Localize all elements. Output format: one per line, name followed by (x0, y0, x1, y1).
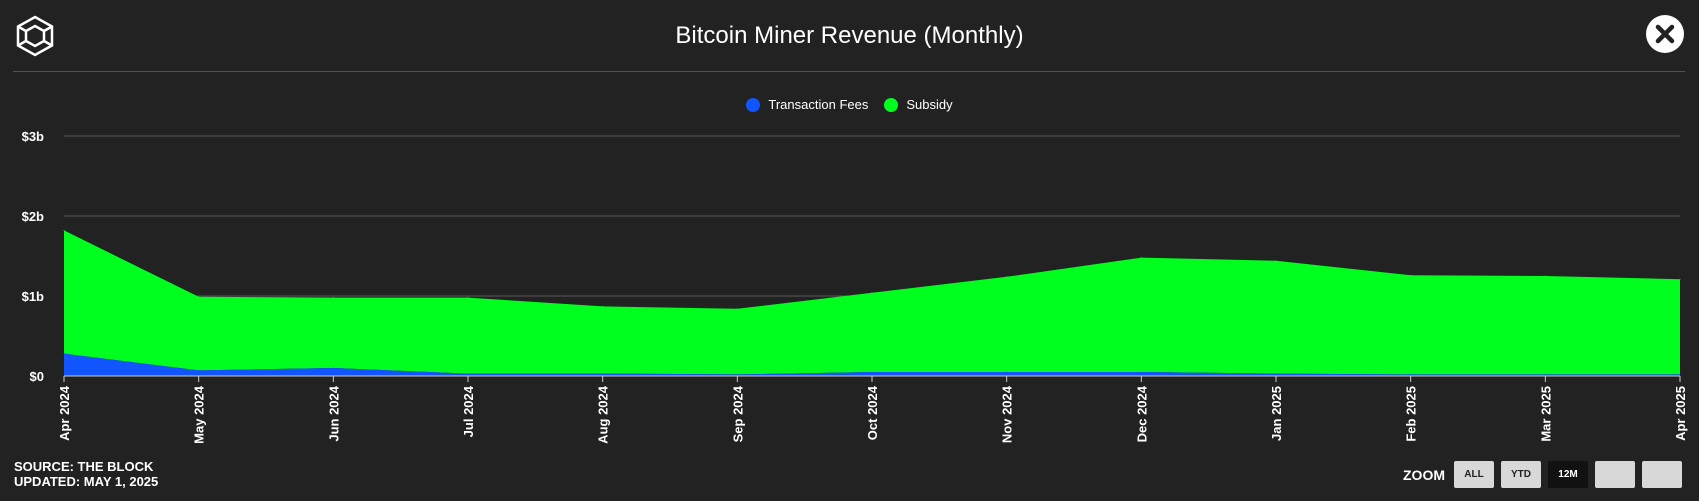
zoom-ytd-button[interactable]: YTD (1501, 461, 1541, 488)
data-point-transaction-fees (198, 369, 200, 371)
zoom-12m-button[interactable]: 12M (1548, 461, 1588, 488)
data-point-subsidy (198, 296, 200, 298)
chart-title: Bitcoin Miner Revenue (Monthly) (675, 22, 1024, 49)
close-button[interactable] (1646, 15, 1684, 53)
data-point-subsidy (871, 292, 873, 294)
data-point-subsidy (1140, 257, 1142, 259)
data-point-transaction-fees (871, 371, 873, 373)
y-tick-label: $1b (22, 289, 44, 304)
zoom-label: ZOOM (1403, 466, 1445, 483)
chart-legend: Transaction Fees Subsidy (0, 97, 1699, 112)
data-point-transaction-fees (1006, 371, 1008, 373)
data-point-subsidy (467, 297, 469, 299)
data-point-transaction-fees (467, 373, 469, 375)
x-tick-label: Mar 2025 (1538, 386, 1553, 442)
data-point-subsidy (1679, 278, 1681, 280)
x-tick-label: Jun 2024 (326, 385, 341, 441)
x-tick-label: Aug 2024 (596, 385, 611, 444)
data-point-subsidy (736, 308, 738, 310)
data-point-subsidy (332, 297, 334, 299)
zoom-blank-button-2[interactable] (1642, 461, 1682, 488)
x-tick-label: Jan 2025 (1269, 386, 1284, 441)
y-tick-label: $0 (30, 369, 44, 384)
data-point-transaction-fees (332, 367, 334, 369)
data-point-subsidy (63, 229, 65, 231)
zoom-all-button[interactable]: ALL (1454, 461, 1494, 488)
title-divider (13, 71, 1685, 72)
data-point-subsidy (1410, 274, 1412, 276)
the-block-logo-icon (16, 15, 54, 57)
data-point-subsidy (1544, 275, 1546, 277)
x-tick-label: Apr 2024 (57, 385, 72, 441)
x-tick-label: Apr 2025 (1673, 386, 1688, 441)
data-point-transaction-fees (1544, 373, 1546, 375)
subsidy-dot-icon (884, 97, 899, 112)
x-tick-label: May 2024 (192, 385, 207, 444)
x-tick-label: Dec 2024 (1134, 385, 1149, 442)
data-point-transaction-fees (736, 373, 738, 375)
zoom-controls: ZOOM ALL YTD 12M (1403, 461, 1682, 488)
area-chart: $0 $1b $2b $3b Apr 2024 May 2024 Jun 2024 Jul 2… (22, 129, 1688, 444)
subsidy-area (64, 230, 1680, 375)
legend-label: Subsidy (906, 97, 953, 112)
updated-text: UPDATED: MAY 1, 2025 (14, 474, 159, 489)
data-point-subsidy (1275, 260, 1277, 262)
x-tick-label: Feb 2025 (1404, 386, 1419, 442)
data-point-transaction-fees (602, 373, 604, 375)
source-note: SOURCE: THE BLOCK UPDATED: MAY 1, 2025 (14, 459, 158, 489)
data-point-subsidy (602, 305, 604, 307)
transaction-fees-dot-icon (746, 97, 761, 112)
x-tick-label: Jul 2024 (461, 385, 476, 437)
zoom-blank-button-1[interactable] (1595, 461, 1635, 488)
data-point-transaction-fees (63, 353, 65, 355)
y-tick-label: $3b (22, 129, 44, 144)
x-tick-label: Sep 2024 (730, 385, 745, 442)
y-tick-label: $2b (22, 209, 44, 224)
data-point-transaction-fees (1140, 371, 1142, 373)
x-tick-label: Oct 2024 (865, 385, 880, 440)
data-point-transaction-fees (1275, 373, 1277, 375)
data-point-transaction-fees (1410, 373, 1412, 375)
legend-label: Transaction Fees (768, 97, 869, 112)
transaction-fees-area (64, 353, 1680, 376)
legend-item-subsidy[interactable]: Subsidy (884, 97, 953, 112)
source-text: SOURCE: THE BLOCK (14, 459, 154, 474)
close-icon (1655, 24, 1675, 44)
data-point-subsidy (1006, 276, 1008, 278)
data-point-transaction-fees (1679, 373, 1681, 375)
x-tick-label: Nov 2024 (1000, 385, 1015, 443)
legend-item-transaction-fees[interactable]: Transaction Fees (746, 97, 868, 112)
